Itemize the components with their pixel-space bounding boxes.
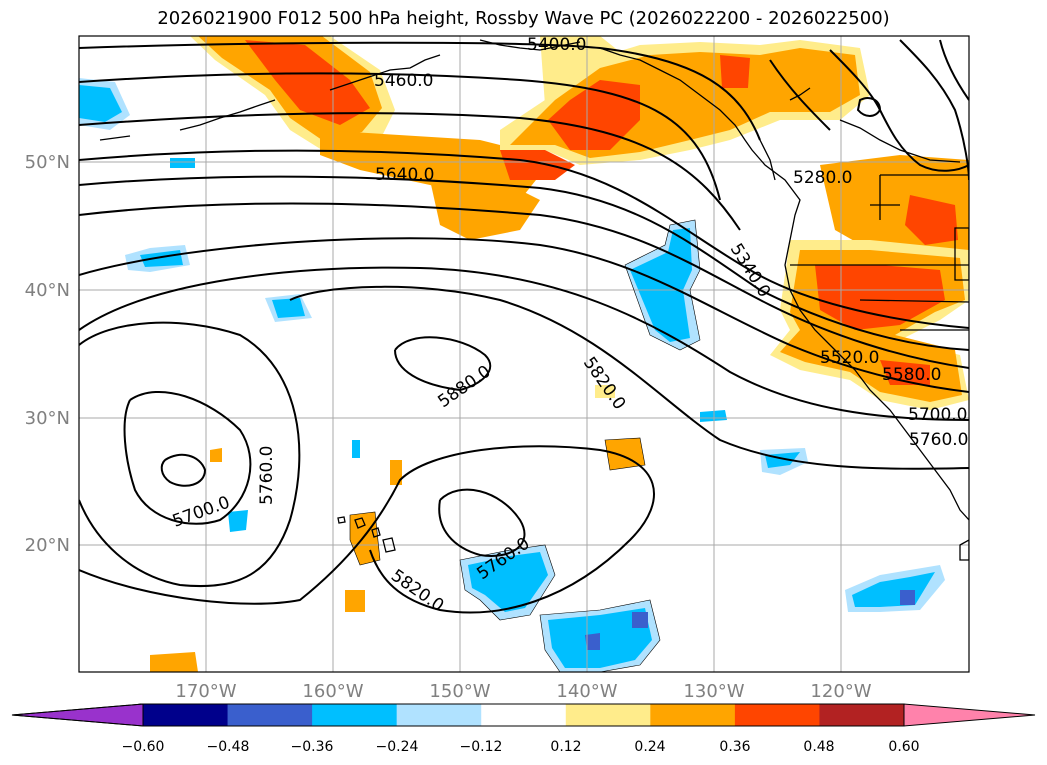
lon-label-170w: 170°W — [175, 681, 236, 702]
colorbar-tick-label: 0.12 — [550, 739, 581, 755]
contour-label: 5700.0 — [908, 405, 967, 425]
longitude-labels: 170°W 160°W 150°W 140°W 130°W 120°W — [175, 681, 871, 702]
lat-label-30n: 30°N — [25, 408, 70, 429]
negative-anomaly-shading — [79, 78, 945, 672]
lon-label-120w: 120°W — [810, 681, 871, 702]
contour-label: 5580.0 — [882, 365, 941, 385]
map-panel: 5400.0 5460.0 5640.0 5280.0 5340.0 5820.… — [78, 35, 970, 673]
colorbar-tick-label: −0.24 — [376, 739, 419, 755]
colorbar-tick-label: 0.36 — [719, 739, 750, 755]
latitude-labels: 50°N 40°N 30°N 20°N — [25, 152, 70, 556]
colorbar-segment — [734, 704, 820, 726]
lon-label-140w: 140°W — [556, 681, 617, 702]
contour-label: 5400.0 — [527, 35, 586, 55]
lat-label-40n: 40°N — [25, 280, 70, 301]
colorbar-segments — [12, 704, 1035, 726]
colorbar-segment — [481, 704, 567, 726]
colorbar-segment — [650, 704, 736, 726]
colorbar-tick-label: −0.48 — [207, 739, 250, 755]
lat-label-50n: 50°N — [25, 152, 70, 173]
colorbar-tick-label: −0.36 — [291, 739, 334, 755]
map-frame — [78, 35, 970, 673]
contour-label: 5280.0 — [793, 168, 852, 188]
colorbar-segment — [819, 704, 905, 726]
colorbar-tick-label: −0.60 — [122, 739, 165, 755]
colorbar-tick-label: −0.12 — [460, 739, 503, 755]
colorbar-tick-label: 0.48 — [803, 739, 834, 755]
colorbar-segment — [143, 704, 229, 726]
contour-label: 5520.0 — [820, 348, 879, 368]
colorbar-segment — [565, 704, 651, 726]
colorbar-segment — [396, 704, 482, 726]
lon-label-160w: 160°W — [302, 681, 363, 702]
colorbar-segment — [312, 704, 398, 726]
coastlines — [99, 39, 969, 561]
contour-label: 5760.0 — [257, 446, 277, 505]
chart-title: 2026021900 F012 500 hPa height, Rossby W… — [157, 8, 890, 29]
colorbar: −0.60 −0.48 −0.36 −0.24 −0.12 0.12 0.24 … — [11, 703, 1036, 755]
colorbar-segment — [227, 704, 313, 726]
lon-label-150w: 150°W — [429, 681, 490, 702]
anomaly-outlines — [349, 219, 701, 672]
lat-label-20n: 20°N — [25, 535, 70, 556]
islands — [337, 516, 396, 553]
contour-label: 5640.0 — [375, 165, 434, 185]
colorbar-frame — [142, 703, 905, 727]
lon-label-130w: 130°W — [683, 681, 744, 702]
contour-label: 5460.0 — [374, 71, 433, 91]
graticule — [79, 36, 969, 672]
colorbar-extend-high — [904, 704, 1035, 726]
height-contours — [79, 39, 969, 614]
colorbar-tick-label: 0.24 — [634, 739, 665, 755]
colorbar-tick-label: 0.60 — [888, 739, 919, 755]
colorbar-tick-labels: −0.60 −0.48 −0.36 −0.24 −0.12 0.12 0.24 … — [122, 739, 920, 755]
colorbar-extend-low — [12, 704, 143, 726]
contour-label: 5760.0 — [909, 430, 968, 450]
